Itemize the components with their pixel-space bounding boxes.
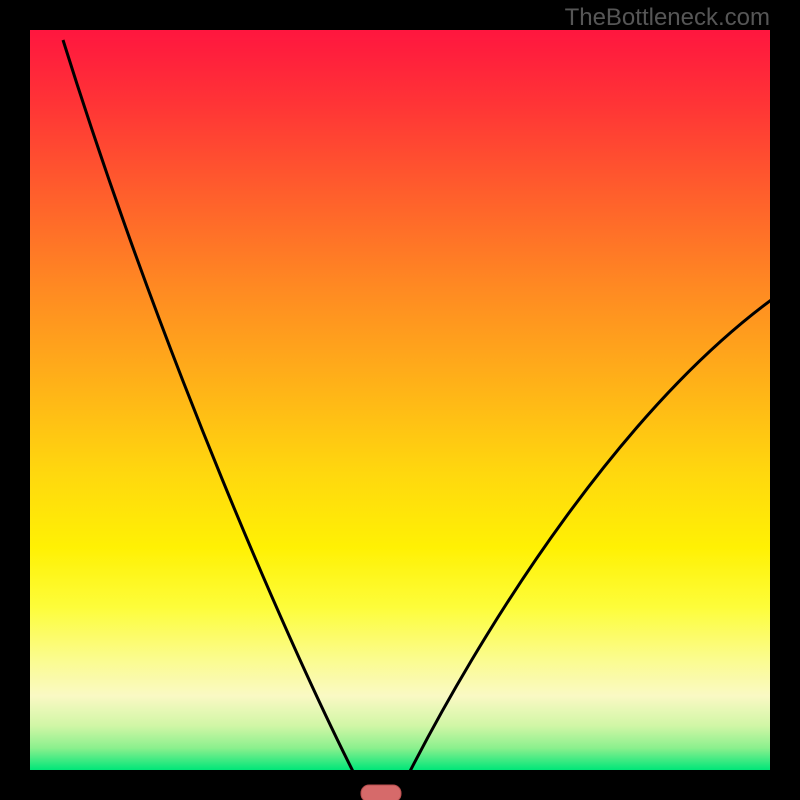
bottleneck-marker xyxy=(360,784,402,800)
marker-pill xyxy=(361,785,401,800)
curve-layer xyxy=(30,30,770,770)
left-curve xyxy=(63,40,365,770)
plot-area xyxy=(30,30,770,770)
chart-root: TheBottleneck.com xyxy=(0,0,800,800)
watermark-text: TheBottleneck.com xyxy=(565,4,770,32)
right-curve xyxy=(398,280,770,770)
